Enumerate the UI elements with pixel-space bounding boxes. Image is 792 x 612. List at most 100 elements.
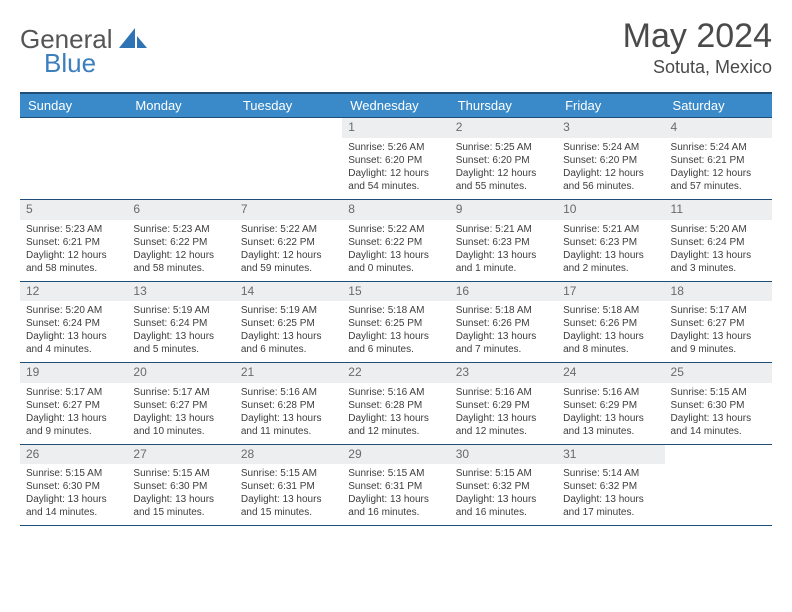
day-details: Sunrise: 5:16 AMSunset: 6:29 PMDaylight:… <box>450 383 557 444</box>
day-number: 14 <box>235 282 342 302</box>
calendar-day-cell: 23Sunrise: 5:16 AMSunset: 6:29 PMDayligh… <box>450 363 557 445</box>
day-number: 15 <box>342 282 449 302</box>
calendar-day-cell: 5Sunrise: 5:23 AMSunset: 6:21 PMDaylight… <box>20 199 127 281</box>
day-number: 25 <box>665 363 772 383</box>
calendar-day-cell: 18Sunrise: 5:17 AMSunset: 6:27 PMDayligh… <box>665 281 772 363</box>
calendar-day-cell: 17Sunrise: 5:18 AMSunset: 6:26 PMDayligh… <box>557 281 664 363</box>
day-details: Sunrise: 5:18 AMSunset: 6:26 PMDaylight:… <box>557 301 664 362</box>
day-number: 27 <box>127 445 234 465</box>
day-details: Sunrise: 5:18 AMSunset: 6:26 PMDaylight:… <box>450 301 557 362</box>
calendar-day-cell: 27Sunrise: 5:15 AMSunset: 6:30 PMDayligh… <box>127 444 234 526</box>
day-number: 20 <box>127 363 234 383</box>
day-details: Sunrise: 5:18 AMSunset: 6:25 PMDaylight:… <box>342 301 449 362</box>
calendar-day-cell: 28Sunrise: 5:15 AMSunset: 6:31 PMDayligh… <box>235 444 342 526</box>
day-details: Sunrise: 5:21 AMSunset: 6:23 PMDaylight:… <box>450 220 557 281</box>
calendar-day-cell: 4Sunrise: 5:24 AMSunset: 6:21 PMDaylight… <box>665 118 772 200</box>
day-details: Sunrise: 5:25 AMSunset: 6:20 PMDaylight:… <box>450 138 557 199</box>
calendar-day-cell: 2Sunrise: 5:25 AMSunset: 6:20 PMDaylight… <box>450 118 557 200</box>
day-details: Sunrise: 5:17 AMSunset: 6:27 PMDaylight:… <box>665 301 772 362</box>
day-number: 30 <box>450 445 557 465</box>
calendar-week-row: 19Sunrise: 5:17 AMSunset: 6:27 PMDayligh… <box>20 363 772 445</box>
calendar-week-row: 12Sunrise: 5:20 AMSunset: 6:24 PMDayligh… <box>20 281 772 363</box>
day-number: 6 <box>127 200 234 220</box>
calendar-week-row: 26Sunrise: 5:15 AMSunset: 6:30 PMDayligh… <box>20 444 772 526</box>
brand-text-blue: Blue <box>44 48 96 79</box>
calendar-day-cell: 1Sunrise: 5:26 AMSunset: 6:20 PMDaylight… <box>342 118 449 200</box>
calendar-day-cell: 19Sunrise: 5:17 AMSunset: 6:27 PMDayligh… <box>20 363 127 445</box>
day-number: 26 <box>20 445 127 465</box>
title-block: May 2024 Sotuta, Mexico <box>623 18 772 78</box>
day-details: Sunrise: 5:23 AMSunset: 6:22 PMDaylight:… <box>127 220 234 281</box>
weekday-header: Sunday <box>20 93 127 118</box>
day-details: Sunrise: 5:14 AMSunset: 6:32 PMDaylight:… <box>557 464 664 525</box>
day-details: Sunrise: 5:20 AMSunset: 6:24 PMDaylight:… <box>665 220 772 281</box>
calendar-week-row: 1Sunrise: 5:26 AMSunset: 6:20 PMDaylight… <box>20 118 772 200</box>
day-details: Sunrise: 5:19 AMSunset: 6:25 PMDaylight:… <box>235 301 342 362</box>
calendar-day-cell: 31Sunrise: 5:14 AMSunset: 6:32 PMDayligh… <box>557 444 664 526</box>
day-details: Sunrise: 5:22 AMSunset: 6:22 PMDaylight:… <box>235 220 342 281</box>
calendar-day-cell: 13Sunrise: 5:19 AMSunset: 6:24 PMDayligh… <box>127 281 234 363</box>
day-number: 28 <box>235 445 342 465</box>
weekday-header: Saturday <box>665 93 772 118</box>
calendar-day-cell: 6Sunrise: 5:23 AMSunset: 6:22 PMDaylight… <box>127 199 234 281</box>
day-number: 9 <box>450 200 557 220</box>
day-number: 3 <box>557 118 664 138</box>
day-details: Sunrise: 5:23 AMSunset: 6:21 PMDaylight:… <box>20 220 127 281</box>
calendar-day-cell <box>665 444 772 526</box>
calendar-day-cell: 25Sunrise: 5:15 AMSunset: 6:30 PMDayligh… <box>665 363 772 445</box>
day-details: Sunrise: 5:22 AMSunset: 6:22 PMDaylight:… <box>342 220 449 281</box>
calendar-day-cell: 15Sunrise: 5:18 AMSunset: 6:25 PMDayligh… <box>342 281 449 363</box>
day-number: 7 <box>235 200 342 220</box>
calendar-day-cell: 12Sunrise: 5:20 AMSunset: 6:24 PMDayligh… <box>20 281 127 363</box>
calendar-day-cell: 29Sunrise: 5:15 AMSunset: 6:31 PMDayligh… <box>342 444 449 526</box>
day-details: Sunrise: 5:24 AMSunset: 6:21 PMDaylight:… <box>665 138 772 199</box>
day-details: Sunrise: 5:16 AMSunset: 6:29 PMDaylight:… <box>557 383 664 444</box>
weekday-header: Wednesday <box>342 93 449 118</box>
calendar-day-cell: 3Sunrise: 5:24 AMSunset: 6:20 PMDaylight… <box>557 118 664 200</box>
calendar-day-cell: 24Sunrise: 5:16 AMSunset: 6:29 PMDayligh… <box>557 363 664 445</box>
weekday-header: Monday <box>127 93 234 118</box>
calendar-day-cell: 8Sunrise: 5:22 AMSunset: 6:22 PMDaylight… <box>342 199 449 281</box>
day-details: Sunrise: 5:15 AMSunset: 6:31 PMDaylight:… <box>235 464 342 525</box>
weekday-header: Friday <box>557 93 664 118</box>
day-details: Sunrise: 5:21 AMSunset: 6:23 PMDaylight:… <box>557 220 664 281</box>
day-number: 10 <box>557 200 664 220</box>
day-number: 2 <box>450 118 557 138</box>
day-details: Sunrise: 5:24 AMSunset: 6:20 PMDaylight:… <box>557 138 664 199</box>
day-details: Sunrise: 5:17 AMSunset: 6:27 PMDaylight:… <box>127 383 234 444</box>
brand-sail-icon <box>119 24 147 55</box>
day-details: Sunrise: 5:20 AMSunset: 6:24 PMDaylight:… <box>20 301 127 362</box>
day-details: Sunrise: 5:19 AMSunset: 6:24 PMDaylight:… <box>127 301 234 362</box>
day-number: 22 <box>342 363 449 383</box>
calendar-day-cell: 21Sunrise: 5:16 AMSunset: 6:28 PMDayligh… <box>235 363 342 445</box>
day-number: 21 <box>235 363 342 383</box>
day-number: 31 <box>557 445 664 465</box>
day-details: Sunrise: 5:15 AMSunset: 6:30 PMDaylight:… <box>665 383 772 444</box>
month-title: May 2024 <box>623 18 772 55</box>
day-details: Sunrise: 5:15 AMSunset: 6:30 PMDaylight:… <box>20 464 127 525</box>
calendar-table: Sunday Monday Tuesday Wednesday Thursday… <box>20 92 772 526</box>
calendar-day-cell: 30Sunrise: 5:15 AMSunset: 6:32 PMDayligh… <box>450 444 557 526</box>
day-number: 13 <box>127 282 234 302</box>
calendar-day-cell: 26Sunrise: 5:15 AMSunset: 6:30 PMDayligh… <box>20 444 127 526</box>
day-number: 24 <box>557 363 664 383</box>
calendar-day-cell: 20Sunrise: 5:17 AMSunset: 6:27 PMDayligh… <box>127 363 234 445</box>
day-number: 18 <box>665 282 772 302</box>
header: General May 2024 Sotuta, Mexico <box>20 18 772 78</box>
calendar-day-cell: 22Sunrise: 5:16 AMSunset: 6:28 PMDayligh… <box>342 363 449 445</box>
day-number: 8 <box>342 200 449 220</box>
calendar-day-cell <box>235 118 342 200</box>
calendar-day-cell: 10Sunrise: 5:21 AMSunset: 6:23 PMDayligh… <box>557 199 664 281</box>
day-number: 5 <box>20 200 127 220</box>
weekday-header: Thursday <box>450 93 557 118</box>
calendar-day-cell: 16Sunrise: 5:18 AMSunset: 6:26 PMDayligh… <box>450 281 557 363</box>
weekday-header: Tuesday <box>235 93 342 118</box>
day-number: 11 <box>665 200 772 220</box>
day-number: 12 <box>20 282 127 302</box>
day-number: 16 <box>450 282 557 302</box>
day-number: 29 <box>342 445 449 465</box>
calendar-week-row: 5Sunrise: 5:23 AMSunset: 6:21 PMDaylight… <box>20 199 772 281</box>
location-subtitle: Sotuta, Mexico <box>623 57 772 78</box>
weekday-header-row: Sunday Monday Tuesday Wednesday Thursday… <box>20 93 772 118</box>
day-details: Sunrise: 5:16 AMSunset: 6:28 PMDaylight:… <box>235 383 342 444</box>
